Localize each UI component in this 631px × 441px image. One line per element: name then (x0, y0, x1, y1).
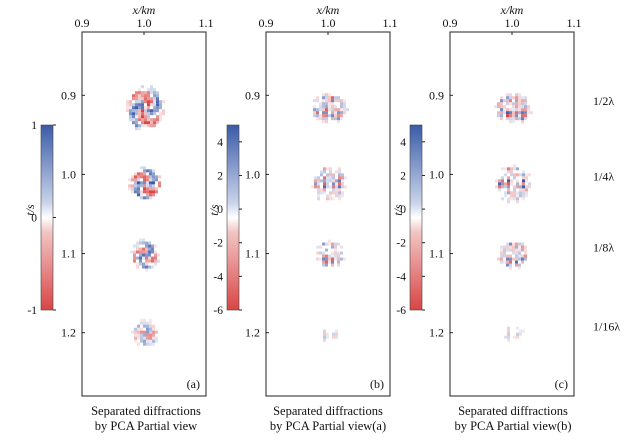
colorbar-tick-label: 0 (400, 204, 406, 216)
x-axis-label: x/km (500, 3, 524, 17)
y-tick-label: 0.9 (429, 88, 444, 102)
colorbar-tick-label: 1 (31, 120, 37, 132)
x-tick-label: 0.9 (75, 16, 90, 30)
y-tick-label: 0.9 (61, 88, 76, 102)
x-tick-label: 0.9 (443, 16, 458, 30)
row-label: 1/2λ (593, 94, 614, 108)
colorbar (226, 124, 240, 311)
caption-b-line2: by PCA Partial view(a) (269, 419, 387, 433)
y-tick-label: 1.2 (245, 326, 260, 340)
y-tick-label: 1.1 (61, 247, 76, 261)
y-tick-label: 0.9 (245, 88, 260, 102)
y-tick-label: 1.0 (245, 167, 260, 181)
x-tick-label: 1.0 (137, 16, 152, 30)
y-axis-label: t/s (207, 204, 221, 216)
diffraction-blob (495, 164, 531, 204)
colorbar-tick-label: -6 (396, 305, 406, 317)
diffraction-blob (126, 85, 165, 131)
diffraction-blob (497, 242, 527, 270)
diffraction-blob (131, 318, 158, 346)
y-tick-label: 1.1 (429, 247, 444, 261)
colorbar-tick-label: 0 (31, 213, 37, 225)
panel-a: x/km 0.9 1.0 1.1 0.9 1.0 1.1 1.2 t/s (a) 1 0 -1 (23, 3, 214, 397)
panel-letter: (c) (555, 377, 568, 391)
colorbar-tick-label: 0 (217, 204, 223, 216)
x-tick-label: 1.1 (199, 16, 214, 30)
colorbar-tick-label: 2 (400, 170, 406, 182)
y-tick-label: 1.0 (429, 167, 444, 181)
diffraction-blob (313, 93, 349, 124)
x-tick-label: 0.9 (259, 16, 274, 30)
panel-b: x/km 0.9 1.0 1.1 0.9 1.0 1.1 1.2 t/s (b) 4 2 0 -2 -4 -6 (207, 3, 398, 397)
x-axis-label: x/km (132, 3, 156, 17)
x-tick-label: 1.0 (505, 16, 520, 30)
caption-a-line1: Separated diffractions (91, 404, 201, 418)
panel-letter: (a) (187, 377, 200, 391)
row-label: 1/4λ (593, 169, 614, 183)
colorbar-tick-label: -6 (213, 305, 223, 317)
caption-b-line1: Separated diffractions (273, 404, 383, 418)
diffraction-blob (504, 326, 525, 342)
diffraction-blob (130, 238, 160, 272)
y-axis-label: t/s (391, 204, 405, 216)
colorbar-tick-label: -4 (396, 271, 406, 283)
y-tick-label: 1.1 (245, 247, 260, 261)
colorbar (409, 124, 423, 311)
panel-c: x/km 0.9 1.0 1.1 0.9 1.0 1.1 1.2 t/s (c) 4 2 0 -2 -4 -6 (391, 3, 582, 397)
caption-c-line1: Separated diffractions (458, 404, 568, 418)
panel-frame (265, 31, 391, 397)
x-tick-label: 1.1 (567, 16, 582, 30)
diffraction-blob (128, 166, 161, 200)
diffraction-blob (311, 167, 347, 201)
caption-a: Separated diffractions by PCA Partial vi… (51, 404, 241, 434)
colorbar-tick-label: 4 (400, 137, 406, 149)
colorbar-tick-label: 2 (217, 170, 223, 182)
panel-frame (449, 31, 575, 397)
y-tick-label: 1.2 (61, 326, 76, 340)
panel-letter: (b) (370, 377, 384, 391)
x-tick-label: 1.0 (321, 16, 336, 30)
colorbar (40, 124, 54, 311)
diffraction-blob (494, 93, 533, 124)
caption-c-line2: by PCA Partial view(b) (454, 419, 572, 433)
x-tick-label: 1.1 (383, 16, 398, 30)
y-axis-label: t/s (23, 204, 37, 216)
caption-a-line2: by PCA Partial view (94, 419, 198, 433)
diffraction-blob (323, 329, 338, 342)
x-axis-label: x/km (316, 3, 340, 17)
colorbar-tick-label: -2 (396, 238, 406, 250)
row-label: 1/16λ (593, 320, 620, 334)
y-tick-label: 1.0 (61, 167, 76, 181)
colorbar-tick-label: -1 (27, 305, 37, 317)
colorbar-tick-label: 4 (217, 137, 223, 149)
diffraction-blob (316, 239, 346, 267)
colorbar-tick-label: -4 (213, 271, 223, 283)
row-label: 1/8λ (593, 241, 614, 255)
caption-c: Separated diffractions by PCA Partial vi… (418, 404, 608, 434)
caption-b: Separated diffractions by PCA Partial vi… (233, 404, 423, 434)
colorbar-tick-label: -2 (213, 238, 223, 250)
y-tick-label: 1.2 (429, 326, 444, 340)
